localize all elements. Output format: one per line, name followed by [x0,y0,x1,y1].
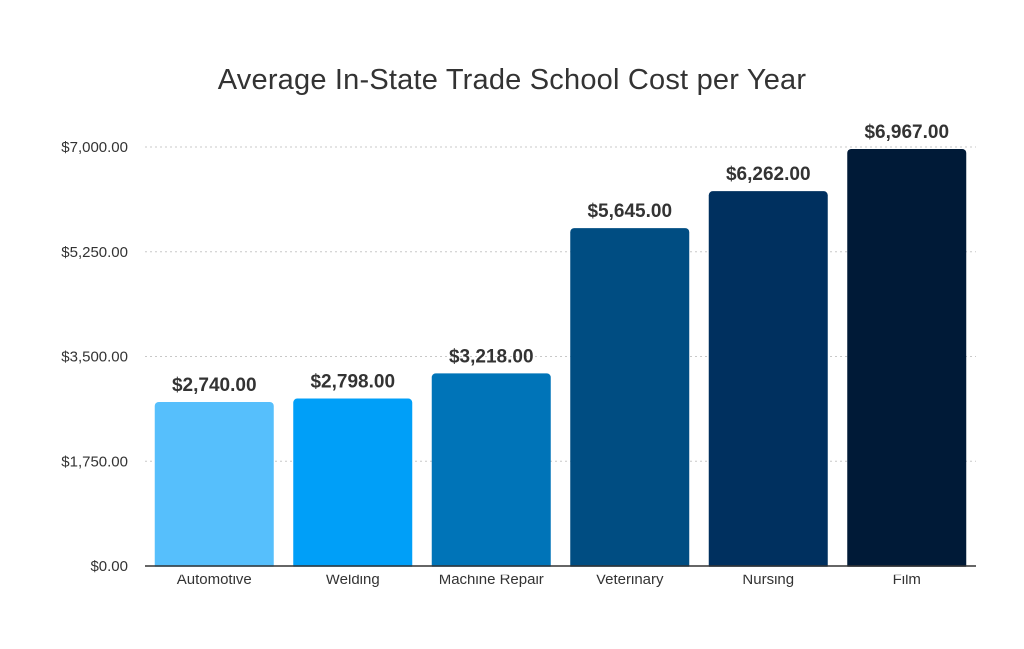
data-label: $3,218.00 [449,346,534,367]
x-tick-label: Veterinary [596,571,664,588]
x-tick-label: Film [893,571,921,588]
y-tick-label: $1,750.00 [61,453,128,470]
data-label: $2,798.00 [310,372,395,393]
data-label: $5,645.00 [587,201,672,222]
x-tick-label: Nursing [742,571,794,588]
bar [293,398,413,570]
bar [570,228,690,570]
data-label: $2,740.00 [172,375,257,396]
bar [708,191,828,571]
y-axis-ticks: $0.00 $1,750.00 $3,500.00 $5,250.00 $7,000.0… [61,139,128,575]
axis-mask [140,566,981,575]
bar [847,148,967,570]
y-tick-label: $5,250.00 [61,244,128,261]
x-tick-label: Automotive [177,571,252,588]
y-tick-label: $3,500.00 [61,349,128,366]
gridlines [145,146,976,462]
bar [154,401,274,570]
chart-title: Average In-State Trade School Cost per Y… [217,64,807,96]
bar [431,373,551,570]
y-tick-label: $7,000.00 [61,139,128,156]
data-labels: $2,740.00 $2,798.00 $3,218.00 $5,645.00 $6,2… [172,122,949,396]
data-label: $6,967.00 [864,122,949,143]
data-label: $6,262.00 [726,164,811,185]
x-tick-label: Machine Repair [439,571,544,588]
x-axis-ticks: Automotive Welding Machine Repair Veterinar… [177,571,921,588]
bars [154,148,967,571]
x-tick-label: Welding [326,571,380,588]
y-tick-label: $0.00 [90,558,128,575]
